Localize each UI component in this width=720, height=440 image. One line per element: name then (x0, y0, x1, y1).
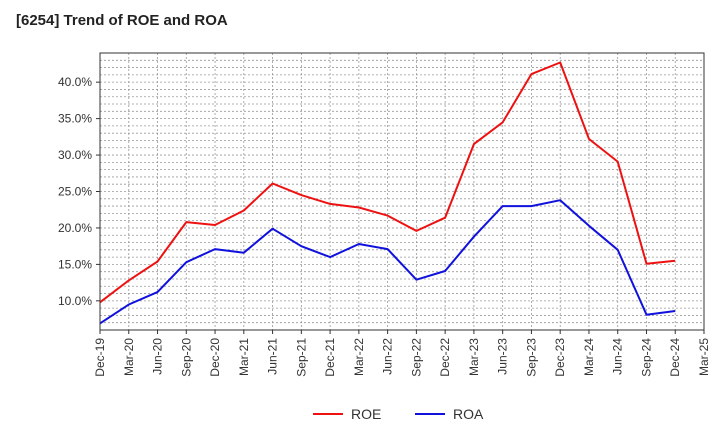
x-tick-label: Jun-21 (266, 338, 280, 375)
series-line-roe (99, 61, 676, 304)
y-tick-label: 15.0% (58, 257, 92, 271)
grid-lines (99, 52, 705, 331)
y-tick-label: 40.0% (58, 75, 92, 89)
series-line-roa (99, 199, 676, 325)
x-tick-label: Jun-24 (611, 338, 625, 375)
y-tick-label: 25.0% (58, 185, 92, 199)
legend: ROE ROA (313, 406, 484, 422)
x-tick-label: Jun-22 (381, 338, 395, 375)
x-tick-label: Dec-19 (93, 338, 107, 377)
y-tick-label: 35.0% (58, 112, 92, 126)
x-tick-label: Dec-24 (668, 338, 682, 377)
x-tick-label: Sep-24 (639, 338, 653, 377)
x-tick-label: Mar-25 (697, 338, 711, 376)
x-tick-label: Jun-23 (496, 338, 510, 375)
x-tick-label: Dec-20 (208, 338, 222, 377)
x-tick-label: Sep-23 (524, 338, 538, 377)
legend-label-roe: ROE (351, 406, 381, 422)
x-tick-label: Sep-22 (409, 338, 423, 377)
x-tick-label: Mar-21 (237, 338, 251, 376)
legend-label-roa: ROA (453, 406, 484, 422)
x-tick-label: Sep-20 (179, 338, 193, 377)
y-tick-label: 30.0% (58, 148, 92, 162)
x-tick-label: Mar-23 (467, 338, 481, 376)
x-tick-label: Sep-21 (294, 338, 308, 377)
y-tick-label: 20.0% (58, 221, 92, 235)
x-tick-label: Mar-24 (582, 338, 596, 376)
x-tick-label: Mar-22 (352, 338, 366, 376)
y-axis: 10.0% 15.0% 20.0% 25.0% 30.0% 35.0% 40.0% (58, 75, 100, 308)
series-lines (99, 61, 676, 325)
chart-title: [6254] Trend of ROE and ROA (16, 12, 228, 29)
x-tick-label: Mar-20 (122, 338, 136, 376)
x-tick-label: Dec-23 (553, 338, 567, 377)
x-tick-label: Dec-22 (438, 338, 452, 377)
x-tick-label: Dec-21 (323, 338, 337, 377)
x-tick-label: Jun-20 (151, 338, 165, 375)
y-tick-label: 10.0% (58, 294, 92, 308)
x-axis: Dec-19 Mar-20 Jun-20 Sep-20 Dec-20 Mar-21 Jun-… (93, 330, 711, 377)
